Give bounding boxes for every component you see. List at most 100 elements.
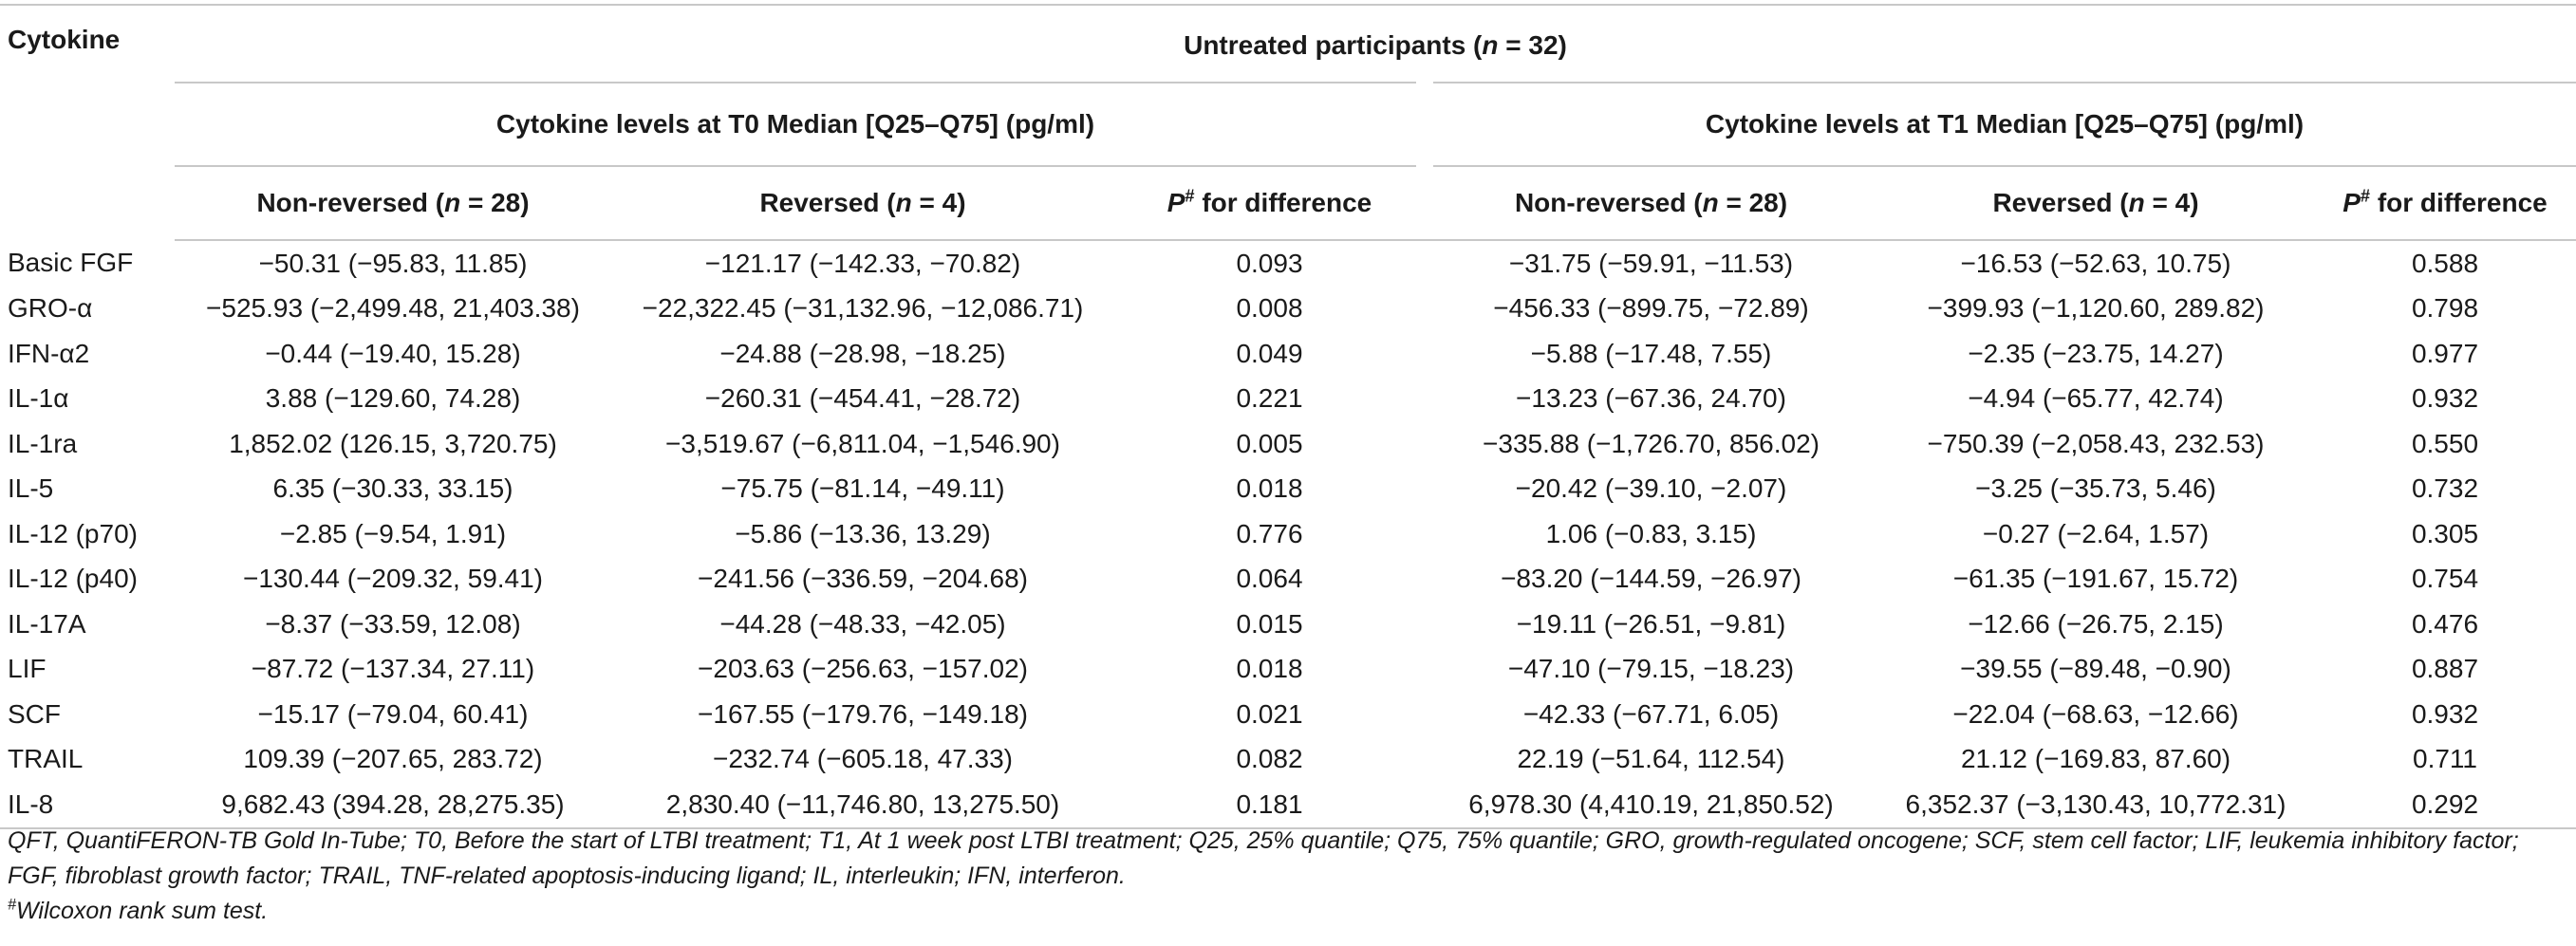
header-row-group: Cytokine Untreated participants (n = 32) xyxy=(0,4,2576,240)
table-row: IL-17A −8.37 (−33.59, 12.08) −44.28 (−48.3… xyxy=(0,602,2576,647)
t0-nonrev-header: Non-reversed (n = 28) xyxy=(175,166,611,241)
cell-t0-nonrev: −50.31 (−95.83, 11.85) xyxy=(258,248,528,278)
footnote-mark: # xyxy=(8,896,17,914)
table-row: IL-5 6.35 (−30.33, 33.15) −75.75 (−81.14, … xyxy=(0,467,2576,512)
cytokine-name-cell: SCF xyxy=(8,698,61,729)
cell-t1-p: 0.550 xyxy=(2411,428,2479,458)
cell-t1-rev: −16.53 (−52.63, 10.75) xyxy=(1960,248,2231,278)
cytokine-name-cell: IL-8 xyxy=(0,782,175,829)
t0-header-label: Cytokine levels at T0 Median [Q25–Q75] (… xyxy=(495,109,1095,139)
cell-t1-nonrev: −456.33 (−899.75, −72.89) xyxy=(1493,293,1809,324)
table-row: IL-8 9,682.43 (394.28, 28,275.35) 2,830.40… xyxy=(0,782,2576,829)
cell-t1-nonrev: −19.11 (−26.51, −9.81) xyxy=(1516,608,1786,639)
cell-t1-rev: −0.27 (−2.64, 1.57) xyxy=(1982,518,2210,548)
cell-t0-p: 0.018 xyxy=(1236,654,1303,684)
cytokine-name-cell: Basic FGF xyxy=(8,248,134,278)
cell-t1-p: 0.711 xyxy=(2413,744,2477,774)
t1-p-header: P# for difference xyxy=(2314,166,2576,241)
nonrev-suffix: = 28) xyxy=(460,188,530,217)
cell-t1-rev: −39.55 (−89.48, −0.90) xyxy=(1960,654,2231,684)
p-suffix: for difference xyxy=(1194,188,1372,217)
header-row-timepoints: Cytokine levels at T0 Median [Q25–Q75] (… xyxy=(0,83,2576,167)
table-row: IL-12 (p70) −2.85 (−9.54, 1.91) −5.86 (−13… xyxy=(0,511,2576,557)
cell-t1-p: 0.977 xyxy=(2411,338,2479,368)
cell-t1-p: 0.305 xyxy=(2411,518,2479,548)
cytokine-name-cell: TRAIL xyxy=(8,744,84,774)
nonrev-n: n xyxy=(444,188,461,217)
cell-t1-p: 0.754 xyxy=(2411,564,2479,594)
cell-t0-nonrev: −2.85 (−9.54, 1.91) xyxy=(279,518,507,548)
t0-rev-header: Reversed (n = 4) xyxy=(611,166,1114,241)
table-row: IFN-α2 −0.44 (−19.40, 15.28) −24.88 (−28.9… xyxy=(0,331,2576,377)
table-row: Basic FGF −50.31 (−95.83, 11.85) −121.17 (… xyxy=(0,240,2576,287)
cell-t0-nonrev: −87.72 (−137.34, 27.11) xyxy=(251,654,535,684)
cytokine-name-cell: GRO-α xyxy=(8,293,93,324)
cell-t1-rev: −12.66 (−26.75, 2.15) xyxy=(1968,608,2224,639)
group-label-prefix: Untreated participants ( xyxy=(1184,30,1483,60)
cell-t1-nonrev: 22.19 (−51.64, 112.54) xyxy=(1517,744,1785,774)
cell-t1-nonrev: 6,978.30 (4,410.19, 21,850.52) xyxy=(1425,782,1877,829)
table-row: SCF −15.17 (−79.04, 60.41) −167.55 (−179.7… xyxy=(0,692,2576,737)
cell-t0-p: 0.021 xyxy=(1236,698,1303,729)
cell-t1-p: 0.588 xyxy=(2411,248,2479,278)
cytokine-name-cell: LIF xyxy=(8,654,47,684)
cell-t0-p: 0.776 xyxy=(1236,518,1303,548)
cell-t1-rev: −399.93 (−1,120.60, 289.82) xyxy=(1927,293,2265,324)
footnote: #Wilcoxon rank sum test. xyxy=(8,894,2561,929)
t1-rev-header: Reversed (n = 4) xyxy=(1877,166,2314,241)
cell-t1-p: 0.932 xyxy=(2411,698,2479,729)
cytokine-name-cell: IL-12 (p70) xyxy=(8,518,138,548)
cell-t0-rev: −44.28 (−48.33, −42.05) xyxy=(719,608,1006,639)
cell-t1-p: 0.887 xyxy=(2411,654,2479,684)
cell-t0-nonrev: −130.44 (−209.32, 59.41) xyxy=(242,564,544,594)
cytokine-table: Cytokine Untreated participants (n = 32)… xyxy=(0,4,2576,829)
cell-t1-p: 0.476 xyxy=(2411,608,2479,639)
table-row: IL-12 (p40) −130.44 (−209.32, 59.41) −241.… xyxy=(0,557,2576,603)
cell-t0-rev: −203.63 (−256.63, −157.02) xyxy=(698,654,1028,684)
rev-prefix: Reversed ( xyxy=(1992,188,2129,217)
cell-t0-p: 0.005 xyxy=(1236,428,1303,458)
p-sup: # xyxy=(1185,186,1195,206)
cell-t0-p: 0.049 xyxy=(1236,338,1303,368)
cell-t1-rev: −3.25 (−35.73, 5.46) xyxy=(1975,473,2216,504)
rev-n: n xyxy=(2128,188,2145,217)
group-header: Untreated participants (n = 32) xyxy=(175,4,2576,83)
cell-t0-rev: −75.75 (−81.14, −49.11) xyxy=(720,473,1005,504)
t1-nonrev-header: Non-reversed (n = 28) xyxy=(1425,166,1877,241)
rev-suffix: = 4) xyxy=(2144,188,2199,217)
rev-prefix: Reversed ( xyxy=(759,188,896,217)
cell-t0-p: 0.015 xyxy=(1236,608,1303,639)
cell-t0-rev: −24.88 (−28.98, −18.25) xyxy=(719,338,1006,368)
footnote-text: Wilcoxon rank sum test. xyxy=(16,898,269,924)
cell-t1-rev: −22.04 (−68.63, −12.66) xyxy=(1952,698,2239,729)
cell-t1-nonrev: −335.88 (−1,726.70, 856.02) xyxy=(1483,428,1820,458)
stub-header-label: Cytokine xyxy=(8,25,121,54)
cell-t1-nonrev: −31.75 (−59.91, −11.53) xyxy=(1508,248,1794,278)
cell-t0-nonrev: 3.88 (−129.60, 74.28) xyxy=(265,383,521,414)
cell-t0-p: 0.221 xyxy=(1236,383,1303,414)
table-row: TRAIL 109.39 (−207.65, 283.72) −232.74 (−6… xyxy=(0,737,2576,783)
cytokine-name-cell: IFN-α2 xyxy=(8,338,90,368)
cytokine-name-cell: IL-17A xyxy=(8,608,86,639)
nonrev-suffix: = 28) xyxy=(1718,188,1788,217)
cell-t0-nonrev: 1,852.02 (126.15, 3,720.75) xyxy=(229,428,557,458)
t0-header: Cytokine levels at T0 Median [Q25–Q75] (… xyxy=(175,83,1425,167)
cell-t1-p: 0.292 xyxy=(2314,782,2576,829)
cell-t0-p: 0.064 xyxy=(1236,564,1303,594)
group-label-suffix: = 32) xyxy=(1498,30,1567,60)
cell-t1-nonrev: −20.42 (−39.10, −2.07) xyxy=(1515,473,1787,504)
cell-t0-nonrev: −15.17 (−79.04, 60.41) xyxy=(257,698,529,729)
table-row: IL-1α 3.88 (−129.60, 74.28) −260.31 (−454.… xyxy=(0,377,2576,422)
header-row-columns: Non-reversed (n = 28) Reversed (n = 4) P… xyxy=(0,166,2576,241)
cell-t1-nonrev: −13.23 (−67.36, 24.70) xyxy=(1516,383,1786,414)
cell-t0-p: 0.018 xyxy=(1236,473,1303,504)
cell-t0-rev: −22,322.45 (−31,132.96, −12,086.71) xyxy=(642,293,1084,324)
cell-t0-p: 0.093 xyxy=(1236,248,1303,278)
cell-t0-rev: −121.17 (−142.33, −70.82) xyxy=(704,248,1021,278)
cell-t1-nonrev: −5.88 (−17.48, 7.55) xyxy=(1530,338,1772,368)
cell-t0-p: 0.008 xyxy=(1236,293,1303,324)
cytokine-name-cell: IL-1α xyxy=(8,383,69,414)
cell-t0-rev: −5.86 (−13.36, 13.29) xyxy=(735,518,991,548)
cell-t1-rev: −2.35 (−23.75, 14.27) xyxy=(1968,338,2224,368)
